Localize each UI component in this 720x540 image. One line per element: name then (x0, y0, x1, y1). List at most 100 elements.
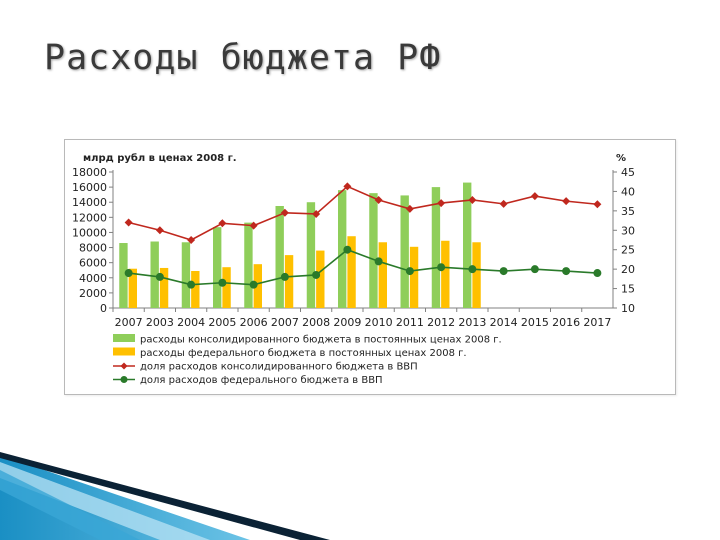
legend-label: доля расходов консолидированного бюджета… (140, 362, 418, 373)
chart-frame: 0 2000 4000 6000 8000 10000 12000 14000 16000 180… (64, 139, 676, 395)
bar-consolidated (306, 202, 316, 308)
point-consolidated-gdp (312, 209, 321, 218)
x-tick-label: 2005 (208, 316, 236, 329)
point-consolidated-gdp (499, 199, 508, 208)
bar-federal (222, 267, 231, 308)
point-federal-gdp (124, 269, 133, 278)
bar-consolidated (338, 190, 347, 308)
point-federal-gdp (374, 257, 383, 266)
point-consolidated-gdp (405, 204, 414, 213)
bar-federal (191, 270, 200, 308)
point-consolidated-gdp (593, 200, 602, 209)
point-federal-gdp (218, 278, 227, 287)
point-federal-gdp (499, 267, 508, 276)
y-left-tick-label: 14000 (72, 196, 107, 209)
series-line-federal-gdp (128, 248, 598, 286)
point-federal-gdp (187, 280, 196, 289)
bar-consolidated (244, 222, 253, 308)
point-federal-gdp (249, 280, 258, 289)
x-tick-label: 2003 (146, 316, 174, 329)
point-consolidated-gdp (218, 219, 227, 228)
point-federal-gdp (593, 269, 602, 278)
x-tick-label: 2008 (302, 316, 330, 329)
point-federal-gdp (280, 272, 289, 281)
y-right-unit-label: % (616, 153, 626, 164)
y-left-tick-label: 6000 (79, 257, 107, 270)
y-left-tick-label: 0 (100, 302, 107, 315)
y-right-tick-label: 25 (621, 244, 635, 257)
y-right-tick-label: 10 (621, 302, 635, 315)
bar-federal (347, 236, 356, 308)
x-tick-label: 2010 (365, 316, 393, 329)
point-consolidated-gdp (249, 221, 258, 230)
y-right-tick-label: 45 (621, 166, 635, 179)
bar-federal (284, 255, 294, 308)
x-tick-label: 2015 (521, 316, 549, 329)
point-federal-gdp (343, 245, 352, 254)
bar-federal (409, 246, 419, 308)
x-tick-label: 2013 (458, 316, 486, 329)
point-consolidated-gdp (124, 218, 133, 227)
point-federal-gdp (468, 265, 477, 274)
point-consolidated-gdp (374, 195, 383, 204)
x-tick-label: 2009 (333, 316, 361, 329)
legend-marker (120, 362, 128, 370)
bar-consolidated (275, 206, 284, 308)
chart-lines (124, 182, 602, 289)
series-line-consolidated-gdp (128, 185, 598, 241)
y-left-unit-label: млрд рубл в ценах 2008 г. (83, 152, 237, 164)
point-consolidated-gdp (155, 226, 164, 235)
bar-federal (378, 242, 387, 308)
point-federal-gdp (437, 263, 446, 272)
y-right-tick-label: 20 (621, 263, 635, 276)
legend-label: доля расходов федерального бюджета в ВВП (140, 375, 383, 386)
bar-consolidated (369, 193, 378, 308)
bar-consolidated (181, 242, 191, 308)
x-tick-label: 2016 (552, 316, 580, 329)
bar-federal (159, 267, 169, 308)
x-tick-label: 2004 (177, 316, 205, 329)
bar-consolidated (213, 227, 222, 308)
bar-federal (253, 264, 262, 308)
y-left-tick-label: 12000 (72, 211, 107, 224)
point-federal-gdp (405, 267, 414, 276)
bar-federal (441, 240, 450, 308)
budget-chart: 0 2000 4000 6000 8000 10000 12000 14000 16000 180… (72, 152, 635, 386)
legend-label: расходы федерального бюджета в постоянны… (140, 348, 467, 359)
point-consolidated-gdp (468, 195, 477, 204)
y-left-tick-label: 10000 (72, 226, 107, 239)
chart-bars (119, 182, 481, 308)
slide-title: Расходы бюджета РФ (44, 38, 442, 78)
legend-marker (120, 376, 128, 383)
legend-swatch (113, 347, 135, 356)
point-federal-gdp (530, 265, 539, 274)
point-consolidated-gdp (343, 182, 352, 191)
x-tick-label: 2007 (271, 316, 299, 329)
bar-consolidated (463, 182, 472, 308)
y-left-tick-label: 18000 (72, 166, 107, 179)
y-right-tick-label: 40 (621, 185, 635, 198)
legend-swatch (113, 334, 135, 342)
point-consolidated-gdp (280, 208, 289, 217)
y-left-tick-label: 2000 (79, 287, 107, 300)
bar-federal (316, 250, 325, 308)
x-tick-label: 2012 (427, 316, 455, 329)
chart-legend: расходы консолидированного бюджета в пос… (113, 334, 502, 386)
point-federal-gdp (155, 272, 164, 281)
x-tick-label: 2014 (490, 316, 518, 329)
bar-consolidated (431, 187, 441, 308)
point-federal-gdp (562, 267, 571, 276)
y-left-tick-label: 16000 (72, 181, 107, 194)
y-left-tick-label: 4000 (79, 272, 107, 285)
legend-label: расходы консолидированного бюджета в пос… (140, 335, 502, 346)
point-consolidated-gdp (530, 192, 539, 201)
point-consolidated-gdp (562, 197, 571, 206)
y-right-tick-label: 30 (621, 224, 635, 237)
bar-consolidated (400, 195, 409, 308)
y-right-tick-label: 35 (621, 205, 635, 218)
y-right-tick-label: 15 (621, 283, 635, 296)
y-left-tick-label: 8000 (79, 242, 107, 255)
point-consolidated-gdp (187, 236, 196, 244)
x-tick-label: 2006 (240, 316, 268, 329)
